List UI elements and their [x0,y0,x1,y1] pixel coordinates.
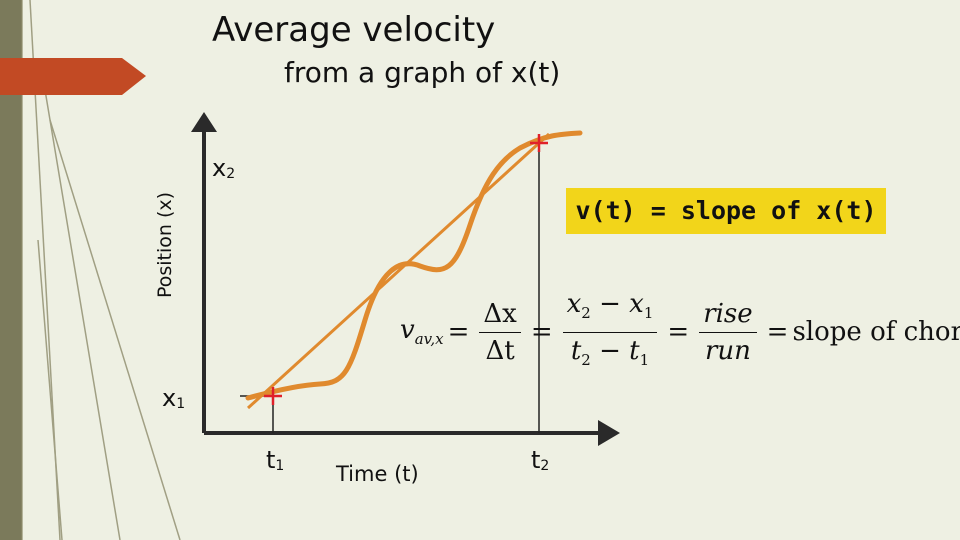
decorative-lines [21,0,181,540]
t1-label: t1 [266,446,285,474]
x-axis-label: Time (t) [336,462,419,486]
marker-point-1 [264,387,282,405]
accent-arrow [0,58,146,95]
x-axis-arrowhead [598,420,620,446]
formula-equals-3: = [667,317,690,347]
axes [202,125,604,435]
formula-lhs: vav,x [400,315,444,349]
formula-result: slope of chord [792,317,960,347]
y-axis-label: Position (x) [154,191,176,299]
position-curve [245,130,583,401]
y-axis-arrowhead [191,112,217,132]
chord-line [246,132,551,410]
formula-delta-fraction: Δx Δt [479,298,521,367]
x1-label: x1 [162,384,186,412]
formula-equals-2: = [530,317,553,347]
formula-difference-fraction: x2 − x1 t2 − t1 [562,288,658,375]
slide-title: Average velocity [212,10,496,50]
left-side-bar [0,0,22,540]
average-velocity-formula: vav,x = Δx Δt = x2 − x1 t2 − t1 = rise r… [400,289,960,372]
x2-label: x2 [212,154,236,182]
marker-point-2 [530,134,548,152]
formula-equals-4: = [766,317,789,347]
t2-label: t2 [531,446,550,474]
slope-note: v(t) = slope of x(t) [566,188,886,234]
slide-subtitle: from a graph of x(t) [284,56,561,89]
formula-rise-run-fraction: rise run [699,298,757,367]
formula-equals-1: = [447,317,470,347]
